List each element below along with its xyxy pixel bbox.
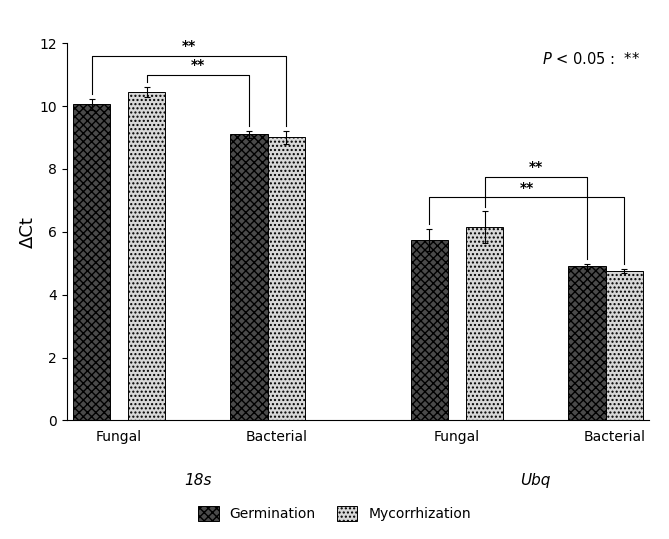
Text: **: ** xyxy=(191,58,205,72)
Bar xyxy=(268,137,305,420)
Text: **: ** xyxy=(529,160,543,174)
Bar xyxy=(466,227,503,420)
Bar xyxy=(568,266,605,420)
Text: **: ** xyxy=(520,181,534,195)
Bar xyxy=(605,271,643,420)
Text: $\it{P}$ < 0.05 :  **: $\it{P}$ < 0.05 : ** xyxy=(542,51,640,67)
Bar xyxy=(230,134,268,420)
Legend: Germination, Mycorrhization: Germination, Mycorrhization xyxy=(192,501,477,527)
Bar xyxy=(411,240,448,420)
Text: Ubq: Ubq xyxy=(520,473,551,488)
Bar xyxy=(128,92,165,420)
Text: 18s: 18s xyxy=(184,473,211,488)
Text: **: ** xyxy=(182,39,196,53)
Y-axis label: ΔCt: ΔCt xyxy=(19,216,37,248)
Bar xyxy=(73,105,110,420)
